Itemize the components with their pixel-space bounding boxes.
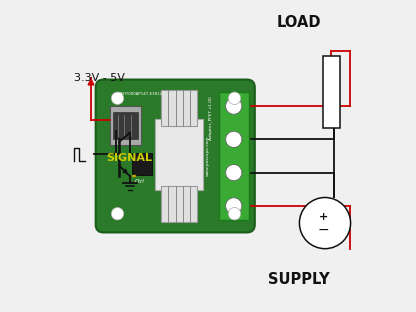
Bar xyxy=(155,119,203,190)
Circle shape xyxy=(111,207,124,220)
Circle shape xyxy=(111,92,124,105)
Text: 38HT000AP147-E38127: 38HT000AP147-E38127 xyxy=(119,92,166,96)
Circle shape xyxy=(300,197,351,249)
Circle shape xyxy=(228,92,241,105)
Text: SIGNAL: SIGNAL xyxy=(106,153,153,163)
Bar xyxy=(133,175,136,177)
Circle shape xyxy=(225,198,242,214)
Text: 3.3V - 5V: 3.3V - 5V xyxy=(74,73,125,83)
Circle shape xyxy=(225,98,242,114)
Text: www.poscope.com: www.poscope.com xyxy=(206,136,210,176)
Bar xyxy=(161,186,197,222)
Bar xyxy=(110,106,141,145)
Text: +: + xyxy=(319,212,328,222)
Bar xyxy=(219,92,249,220)
Text: Ctrl: Ctrl xyxy=(135,178,144,183)
Circle shape xyxy=(228,207,241,220)
Circle shape xyxy=(225,131,242,148)
Bar xyxy=(161,90,197,126)
Text: Adapter_PFET v1.00: Adapter_PFET v1.00 xyxy=(209,97,213,140)
Text: LOAD: LOAD xyxy=(276,15,321,30)
Bar xyxy=(131,153,152,175)
Bar xyxy=(322,56,340,128)
Text: −: − xyxy=(318,223,329,237)
Bar xyxy=(113,112,138,139)
FancyBboxPatch shape xyxy=(96,80,255,232)
Circle shape xyxy=(225,164,242,181)
Text: SUPPLY: SUPPLY xyxy=(267,272,329,287)
